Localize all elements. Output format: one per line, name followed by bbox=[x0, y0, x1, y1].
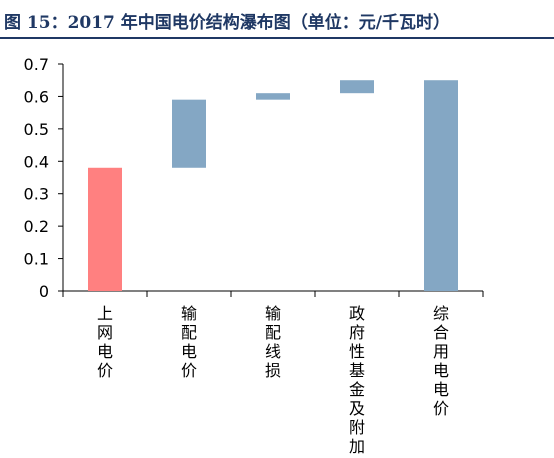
title-divider bbox=[0, 37, 554, 39]
x-category-label: 综合用电电价 bbox=[433, 304, 449, 418]
y-tick-label: 0.1 bbox=[24, 250, 49, 269]
y-tick-label: 0.2 bbox=[24, 217, 49, 236]
waterfall-chart: 0 0.1 0.2 0.3 0.4 0.5 0.6 0.7 上网电价 输配电价 输配线损 政府性基金及… bbox=[24, 55, 484, 456]
chart-title: 图 15：2017 年中国电价结构瀑布图（单位：元/千瓦时） bbox=[4, 13, 451, 33]
y-tick-label: 0.4 bbox=[24, 152, 49, 171]
waterfall-bar bbox=[256, 93, 290, 100]
waterfall-bar bbox=[424, 80, 458, 291]
figure-caption: 图 15：2017 年中国电价结构瀑布图（单位：元/千瓦时） bbox=[0, 0, 554, 39]
x-category-label: 政府性基金及附加 bbox=[349, 304, 365, 456]
y-tick-label: 0.7 bbox=[24, 55, 49, 74]
y-tick-label: 0.3 bbox=[24, 185, 49, 204]
x-category-label: 输配电价 bbox=[181, 304, 197, 380]
y-tick-label: 0 bbox=[39, 282, 49, 301]
waterfall-bar bbox=[340, 80, 374, 94]
y-tick-label: 0.5 bbox=[24, 120, 49, 139]
x-category-label: 输配线损 bbox=[265, 304, 281, 380]
waterfall-bar bbox=[172, 99, 206, 168]
waterfall-bar bbox=[88, 167, 122, 291]
y-tick-label: 0.6 bbox=[24, 87, 49, 106]
x-category-label: 上网电价 bbox=[97, 304, 113, 380]
